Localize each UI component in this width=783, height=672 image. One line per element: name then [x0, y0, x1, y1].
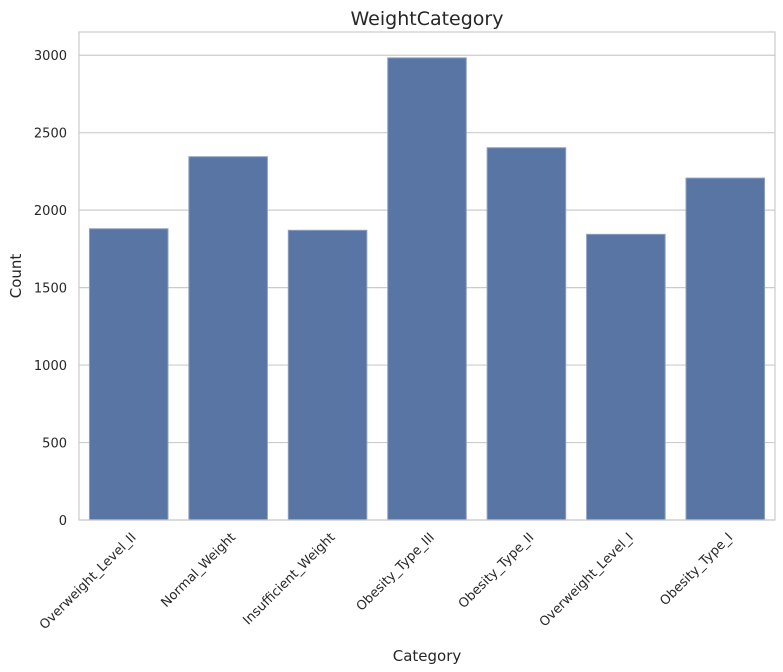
x-tick-label: Obesity_Type_II: [456, 530, 537, 611]
y-axis-label: Count: [7, 254, 25, 299]
x-tick-label: Insufficient_Weight: [240, 530, 338, 628]
x-tick-label: Obesity_Type_I: [657, 530, 736, 609]
bar-overweight-level-i: [586, 233, 666, 521]
bars: [88, 57, 766, 521]
x-axis-label: Category: [393, 647, 462, 665]
y-tick-label: 3000: [34, 49, 67, 64]
y-tick-label: 0: [59, 514, 67, 529]
bar-obesity-type-i: [685, 177, 766, 521]
y-tick-label: 2500: [34, 127, 67, 142]
y-tick-label: 1500: [34, 282, 67, 297]
bar-overweight-level-ii: [88, 228, 169, 521]
y-tick-label: 2000: [34, 204, 67, 219]
x-tick-label: Overweight_Level_I: [537, 530, 637, 630]
y-tick-labels: 0 500 1000 1500 2000 2500 3000: [34, 49, 67, 529]
plot-frame: [78, 31, 776, 521]
x-tick-label: Normal_Weight: [158, 530, 238, 610]
x-tick-label: Overweight_Level_II: [37, 530, 140, 633]
x-tick-labels: Overweight_Level_II Normal_Weight Insuffic…: [37, 530, 736, 633]
x-tick-label: Obesity_Type_III: [354, 530, 438, 614]
y-tick-label: 500: [42, 437, 67, 452]
bar-obesity-type-ii: [486, 147, 567, 521]
chart-title: WeightCategory: [351, 8, 504, 30]
bar-obesity-type-iii: [387, 57, 467, 521]
bar-normal-weight: [188, 156, 268, 521]
y-tick-label: 1000: [34, 359, 67, 374]
bar-insufficient-weight: [287, 229, 368, 521]
